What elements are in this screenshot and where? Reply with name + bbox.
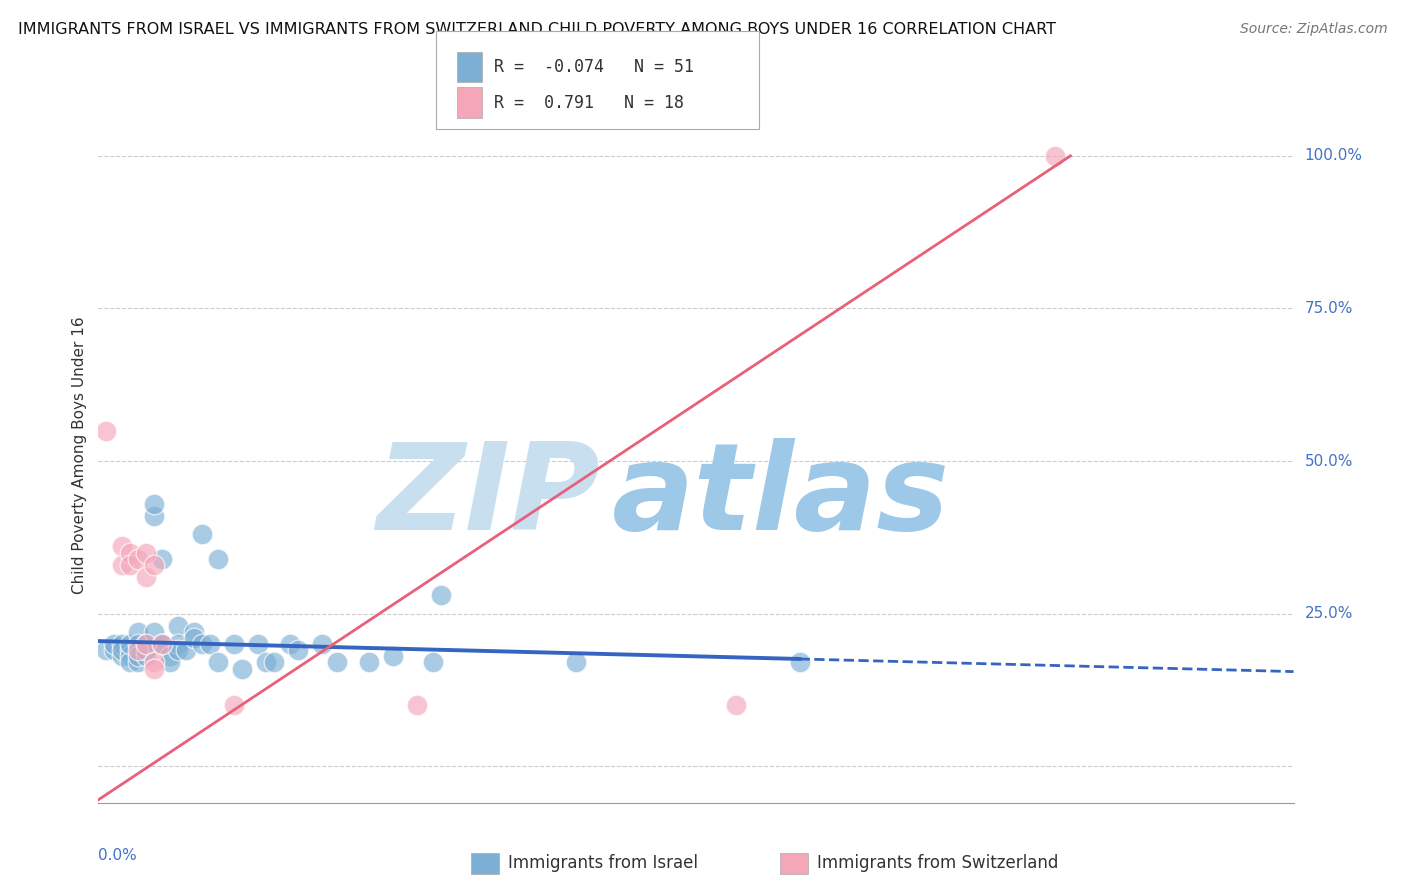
Point xyxy=(167,619,190,633)
Point xyxy=(159,649,181,664)
Point xyxy=(135,649,157,664)
Point xyxy=(143,661,166,675)
Point xyxy=(150,637,173,651)
Text: Immigrants from Israel: Immigrants from Israel xyxy=(508,855,697,872)
Point xyxy=(120,643,142,657)
Point xyxy=(143,497,166,511)
Point xyxy=(222,698,245,713)
Point xyxy=(127,551,149,566)
Text: 75.0%: 75.0% xyxy=(1305,301,1353,316)
Point xyxy=(406,698,429,713)
Point xyxy=(789,656,811,670)
Point xyxy=(135,643,157,657)
Text: IMMIGRANTS FROM ISRAEL VS IMMIGRANTS FROM SWITZERLAND CHILD POVERTY AMONG BOYS U: IMMIGRANTS FROM ISRAEL VS IMMIGRANTS FRO… xyxy=(18,22,1056,37)
Point xyxy=(1043,149,1066,163)
Point xyxy=(135,570,157,584)
Point xyxy=(127,624,149,639)
Point xyxy=(183,624,205,639)
Point xyxy=(263,656,285,670)
Point xyxy=(359,656,381,670)
Text: R =  -0.074   N = 51: R = -0.074 N = 51 xyxy=(494,58,693,76)
Point xyxy=(167,637,190,651)
Point xyxy=(135,545,157,559)
Point xyxy=(183,631,205,645)
Point xyxy=(150,637,173,651)
Point xyxy=(191,527,214,541)
Point xyxy=(167,643,190,657)
Point xyxy=(135,637,157,651)
Point xyxy=(135,637,157,651)
Point xyxy=(143,656,166,670)
Point xyxy=(111,649,134,664)
Point xyxy=(382,649,405,664)
Point xyxy=(143,558,166,572)
Point xyxy=(254,656,277,670)
Point xyxy=(207,551,229,566)
Point xyxy=(246,637,269,651)
Point xyxy=(565,656,588,670)
Point xyxy=(207,656,229,670)
Point xyxy=(222,637,245,651)
Text: 25.0%: 25.0% xyxy=(1305,606,1353,621)
Point xyxy=(103,643,125,657)
Y-axis label: Child Poverty Among Boys Under 16: Child Poverty Among Boys Under 16 xyxy=(72,316,87,594)
Point xyxy=(191,637,214,651)
Point xyxy=(127,649,149,664)
Point xyxy=(96,424,118,438)
Text: Immigrants from Switzerland: Immigrants from Switzerland xyxy=(817,855,1059,872)
Point xyxy=(174,643,197,657)
Text: 100.0%: 100.0% xyxy=(1305,148,1362,163)
Point xyxy=(111,637,134,651)
Point xyxy=(111,558,134,572)
Text: 50.0%: 50.0% xyxy=(1305,453,1353,468)
Point xyxy=(127,637,149,651)
Text: atlas: atlas xyxy=(613,438,950,555)
Text: Source: ZipAtlas.com: Source: ZipAtlas.com xyxy=(1240,22,1388,37)
Point xyxy=(103,637,125,651)
Point xyxy=(724,698,747,713)
Point xyxy=(120,558,142,572)
Point xyxy=(111,643,134,657)
Point xyxy=(311,637,333,651)
Point xyxy=(231,661,253,675)
Text: R =  0.791   N = 18: R = 0.791 N = 18 xyxy=(494,94,683,112)
Point xyxy=(159,656,181,670)
Point xyxy=(150,551,173,566)
Point xyxy=(120,545,142,559)
Point xyxy=(326,656,349,670)
Text: 0.0%: 0.0% xyxy=(98,848,138,863)
Point xyxy=(143,508,166,523)
Point xyxy=(120,656,142,670)
Point xyxy=(150,637,173,651)
Point xyxy=(127,656,149,670)
Point xyxy=(127,643,149,657)
Text: ZIP: ZIP xyxy=(377,438,600,555)
Point xyxy=(120,637,142,651)
Point xyxy=(198,637,221,651)
Point xyxy=(430,588,453,602)
Point xyxy=(120,649,142,664)
Point xyxy=(111,540,134,554)
Point xyxy=(278,637,301,651)
Point xyxy=(287,643,309,657)
Point xyxy=(96,643,118,657)
Point xyxy=(422,656,444,670)
Point xyxy=(143,624,166,639)
